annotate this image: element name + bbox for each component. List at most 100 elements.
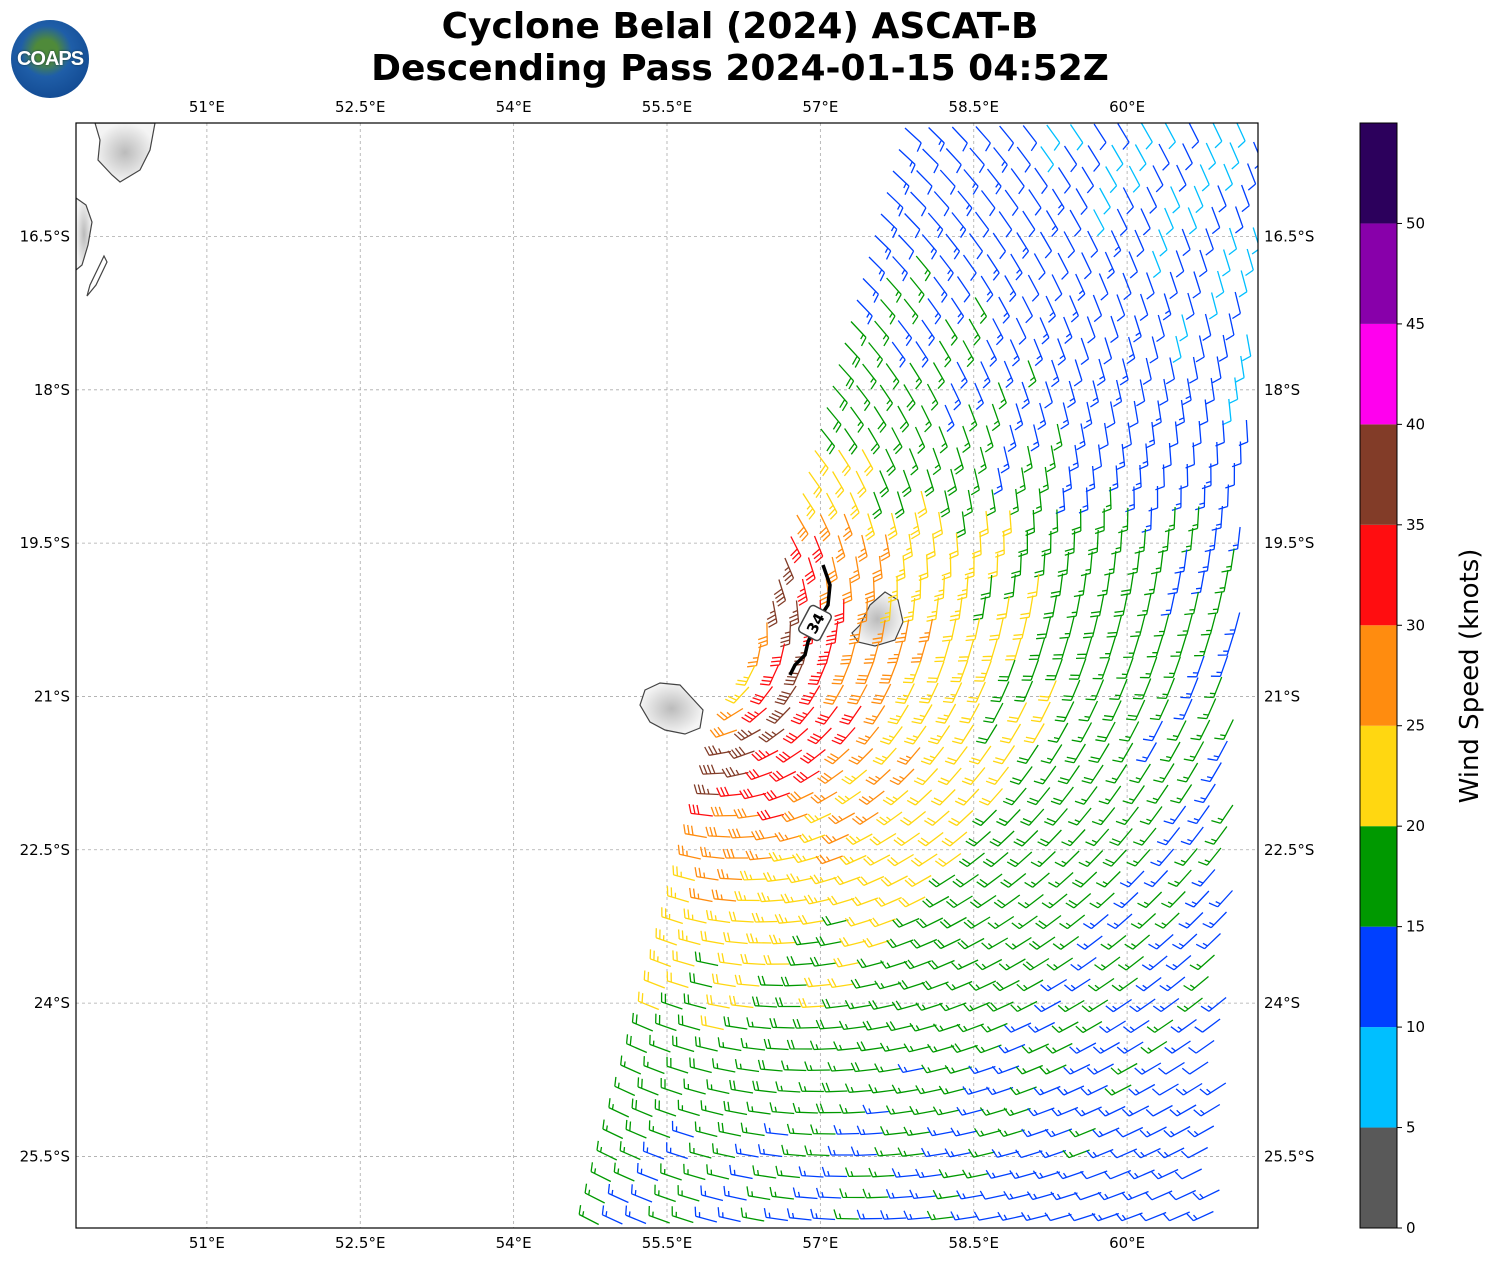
wind-barb bbox=[643, 1056, 665, 1075]
wind-barb bbox=[1007, 702, 1028, 723]
colorbar-bin bbox=[1360, 524, 1397, 626]
wind-barb bbox=[1021, 296, 1033, 324]
wind-barb bbox=[972, 596, 987, 621]
wind-barb bbox=[804, 1061, 830, 1072]
wind-barb bbox=[1027, 1021, 1055, 1033]
lon-label-bottom: 57°E bbox=[802, 1234, 838, 1252]
wind-barb bbox=[1117, 955, 1144, 971]
wind-barb bbox=[1168, 1189, 1196, 1201]
wind-barb bbox=[1150, 549, 1164, 575]
wind-barb bbox=[1111, 144, 1124, 172]
wind-barb bbox=[786, 1123, 812, 1136]
wind-barb bbox=[871, 619, 886, 644]
wind-barb bbox=[1059, 615, 1075, 639]
wind-barb bbox=[992, 979, 1020, 992]
wind-barb bbox=[1212, 123, 1223, 149]
wind-barb bbox=[1165, 955, 1192, 971]
wind-barb bbox=[992, 318, 1004, 346]
colorbar-tick-label: 10 bbox=[1406, 1018, 1425, 1036]
wind-barb bbox=[862, 1020, 890, 1031]
wind-barb bbox=[810, 1208, 836, 1221]
wind-barb bbox=[924, 810, 950, 826]
wind-barb bbox=[1191, 570, 1206, 595]
wind-barb bbox=[1048, 509, 1059, 536]
wind-barb bbox=[872, 491, 883, 520]
wind-barb bbox=[636, 1162, 659, 1182]
wind-barb bbox=[1205, 142, 1217, 170]
wind-barb bbox=[1119, 721, 1140, 742]
wind-barb bbox=[1185, 292, 1195, 321]
wind-barb bbox=[740, 1037, 766, 1051]
wind-barb bbox=[700, 1185, 724, 1202]
lon-label-top: 51°E bbox=[189, 98, 225, 116]
wind-barb bbox=[1208, 890, 1233, 908]
wind-barb bbox=[1225, 462, 1236, 489]
wind-barb bbox=[1092, 657, 1111, 680]
wind-barb bbox=[903, 384, 916, 412]
wind-barb bbox=[886, 192, 904, 217]
wind-barb bbox=[1115, 1212, 1143, 1222]
wind-barb bbox=[1004, 275, 1017, 303]
wind-barb bbox=[844, 916, 873, 927]
wind-barb bbox=[892, 917, 920, 928]
wind-barb bbox=[862, 1104, 889, 1115]
wind-barb bbox=[1116, 208, 1128, 236]
wind-barb bbox=[974, 382, 984, 410]
wind-barb bbox=[1197, 698, 1217, 720]
wind-barb bbox=[762, 789, 791, 802]
wind-barb bbox=[1167, 570, 1182, 595]
wind-barb bbox=[1151, 1168, 1179, 1180]
wind-barb bbox=[825, 620, 839, 646]
wind-barb bbox=[751, 829, 778, 841]
wind-barb bbox=[763, 954, 790, 965]
wind-barb bbox=[839, 705, 862, 725]
wind-barb bbox=[1010, 253, 1023, 281]
wind-barb bbox=[844, 342, 861, 368]
wind-barb bbox=[1149, 699, 1169, 721]
wind-barb bbox=[1145, 1104, 1173, 1117]
wind-barb bbox=[762, 872, 790, 882]
wind-barb bbox=[1172, 933, 1198, 950]
wind-barb bbox=[1044, 1128, 1073, 1138]
wind-barb bbox=[1146, 635, 1164, 658]
wind-barb bbox=[677, 929, 701, 946]
wind-barb bbox=[1132, 678, 1152, 700]
wind-barb bbox=[741, 707, 767, 723]
wind-barb bbox=[655, 1013, 677, 1032]
wind-barb bbox=[688, 803, 713, 817]
wind-barb bbox=[1046, 124, 1061, 151]
wind-barb bbox=[952, 873, 979, 888]
wind-barb bbox=[897, 1147, 925, 1157]
wind-barb bbox=[950, 1127, 978, 1137]
wind-barb bbox=[979, 1107, 1008, 1116]
wind-barb bbox=[1139, 656, 1158, 679]
wind-barb bbox=[1195, 335, 1205, 363]
wind-barb bbox=[782, 728, 809, 744]
wind-barb bbox=[1175, 1082, 1203, 1096]
wind-barb bbox=[1116, 294, 1126, 322]
wind-barb bbox=[1122, 187, 1134, 215]
wind-barb bbox=[821, 1166, 848, 1178]
lon-label-top: 58.5°E bbox=[949, 98, 999, 116]
wind-barb bbox=[1068, 1212, 1096, 1222]
wind-barb bbox=[1080, 551, 1093, 577]
wind-barb bbox=[983, 702, 1004, 724]
wind-barb bbox=[699, 846, 725, 860]
wind-barb bbox=[1000, 872, 1027, 888]
wind-barb bbox=[1188, 123, 1200, 149]
wind-barb bbox=[677, 1014, 701, 1031]
wind-barb bbox=[1193, 1103, 1221, 1117]
wind-barb bbox=[1040, 744, 1063, 764]
wind-barb bbox=[1205, 377, 1215, 405]
colorbar-tick-label: 15 bbox=[1406, 918, 1425, 936]
wind-barb bbox=[812, 535, 824, 563]
wind-barb bbox=[1003, 574, 1016, 600]
wind-barb bbox=[1021, 1043, 1049, 1054]
wind-barb bbox=[786, 955, 813, 966]
wind-barb bbox=[608, 1098, 630, 1118]
wind-barb bbox=[1182, 143, 1193, 171]
wind-barb bbox=[1075, 273, 1086, 301]
wind-barb bbox=[1211, 206, 1221, 235]
wind-barb bbox=[974, 211, 990, 238]
wind-barb bbox=[917, 490, 928, 519]
